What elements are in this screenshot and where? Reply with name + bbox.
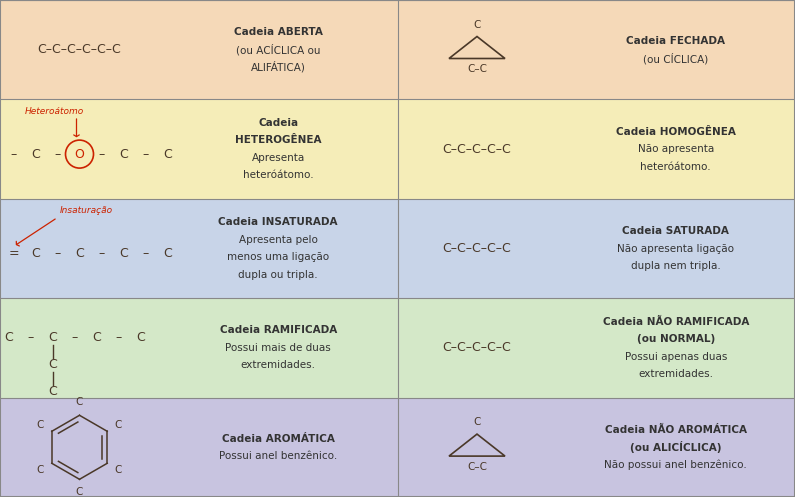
Text: –: – [54,148,60,161]
Text: Possui mais de duas: Possui mais de duas [225,343,332,353]
Text: C: C [473,417,481,427]
Text: Possui anel benzênico.: Possui anel benzênico. [219,451,337,461]
Text: –: – [27,331,33,344]
Text: dupla ou tripla.: dupla ou tripla. [238,270,318,280]
Text: C: C [48,358,57,371]
Text: C: C [473,19,481,29]
Text: (ou CÍCLICA): (ou CÍCLICA) [643,53,708,64]
Bar [0,199,795,298]
Text: C: C [119,148,128,161]
Text: heteróátomo.: heteróátomo. [243,170,313,180]
Text: Cadeia HOMOGÊNEA: Cadeia HOMOGÊNEA [616,127,735,137]
Bar [0,0,795,99]
Text: C–C–C–C–C: C–C–C–C–C [443,143,511,156]
Text: C: C [163,247,172,260]
Text: –: – [99,148,105,161]
Text: Heteroátomo: Heteroátomo [25,106,83,116]
Text: Insaturação: Insaturação [60,206,113,215]
Text: C: C [136,331,145,344]
Text: –: – [142,247,149,260]
Text: C: C [48,331,57,344]
Text: –: – [72,331,78,344]
Text: Não possui anel benzênico.: Não possui anel benzênico. [604,460,747,470]
Bar [0,99,795,199]
Text: (ou ALICÍCLICA): (ou ALICÍCLICA) [630,441,722,453]
Text: C: C [75,247,84,260]
Bar [0,398,795,497]
Text: C: C [31,148,40,161]
Text: C: C [119,247,128,260]
Text: C: C [31,247,40,260]
Text: C: C [76,487,83,497]
Text: (ou NORMAL): (ou NORMAL) [637,334,715,344]
Text: C: C [92,331,101,344]
Text: Apresenta: Apresenta [252,153,304,163]
Text: –: – [115,331,122,344]
Text: =: = [8,247,19,260]
Text: menos uma ligação: menos uma ligação [227,252,329,262]
Text: Não apresenta: Não apresenta [638,144,714,154]
Text: heteróátomo.: heteróátomo. [641,162,711,171]
Text: C–C: C–C [467,65,487,75]
Text: C–C: C–C [467,462,487,472]
Text: C: C [163,148,172,161]
Text: ALIFÁTICA): ALIFÁTICA) [250,62,306,73]
Text: Cadeia NÃO AROMÁTICA: Cadeia NÃO AROMÁTICA [605,425,747,435]
Text: –: – [10,148,17,161]
Text: Cadeia RAMIFICADA: Cadeia RAMIFICADA [219,326,337,335]
Text: extremidades.: extremidades. [638,369,713,379]
Text: –: – [142,148,149,161]
Text: Cadeia AROMÁTICA: Cadeia AROMÁTICA [222,433,335,443]
Text: C: C [4,331,13,344]
Text: Cadeia FECHADA: Cadeia FECHADA [626,36,725,46]
Text: Cadeia NÃO RAMIFICADA: Cadeia NÃO RAMIFICADA [603,317,749,327]
Bar [0,298,795,398]
Text: Cadeia INSATURADA: Cadeia INSATURADA [219,217,338,227]
Text: Não apresenta ligação: Não apresenta ligação [617,244,735,253]
Text: C: C [114,420,122,430]
Text: Cadeia: Cadeia [258,118,298,128]
Text: dupla nem tripla.: dupla nem tripla. [631,261,720,271]
Text: Apresenta pelo: Apresenta pelo [238,235,318,245]
Text: Cadeia SATURADA: Cadeia SATURADA [622,226,729,236]
Text: C: C [37,465,45,475]
Text: C–C–C–C–C: C–C–C–C–C [443,242,511,255]
Text: (ou ACÍCLICA ou: (ou ACÍCLICA ou [236,44,320,56]
Text: C: C [48,385,57,399]
Text: O: O [75,148,84,161]
Text: C–C–C–C–C–C: C–C–C–C–C–C [37,43,122,56]
Text: C–C–C–C–C: C–C–C–C–C [443,341,511,354]
Text: extremidades.: extremidades. [241,360,316,370]
Text: C: C [76,397,83,408]
Text: HETEROGÊNEA: HETEROGÊNEA [235,135,321,145]
Text: –: – [54,247,60,260]
Text: Possui apenas duas: Possui apenas duas [625,352,727,362]
Text: –: – [99,247,105,260]
Text: C: C [37,420,45,430]
Text: C: C [114,465,122,475]
Text: Cadeia ABERTA: Cadeia ABERTA [234,27,323,37]
